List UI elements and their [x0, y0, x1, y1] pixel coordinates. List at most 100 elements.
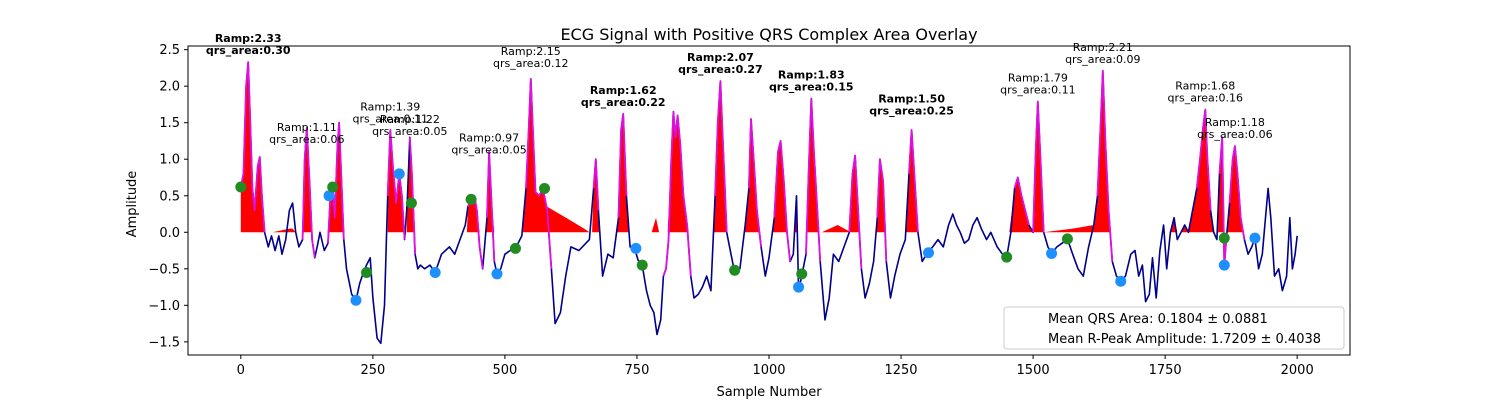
- qrs-segment-line: [773, 140, 791, 262]
- qrs-segment-line: [301, 126, 316, 258]
- qrs-onset-marker: [491, 268, 503, 280]
- qrs-offset-marker: [1001, 251, 1013, 263]
- peak-annotation: Ramp:1.68 qrs_area:0.16: [1168, 80, 1243, 105]
- peak-annotation: Ramp:1.79 qrs_area:0.11: [1000, 72, 1075, 97]
- qrs-segment-line: [876, 158, 888, 262]
- x-tick-label: 1750: [1149, 363, 1182, 378]
- x-tick-label: 500: [492, 363, 517, 378]
- qrs-segment-line: [386, 129, 406, 240]
- qrs-segment-line: [239, 61, 266, 233]
- x-tick-label: 1250: [884, 363, 917, 378]
- qrs-segment-line: [908, 129, 919, 233]
- qrs-offset-marker: [465, 193, 477, 205]
- qrs-area-fill: [1227, 146, 1243, 233]
- qrs-segment-line: [1013, 176, 1030, 226]
- qrs-onset-marker: [923, 247, 935, 259]
- qrs-onset-marker: [1115, 275, 1127, 287]
- qrs-area-fill: [876, 159, 886, 233]
- qrs-area-fill: [713, 81, 727, 233]
- qrs-segment-line: [1195, 108, 1212, 211]
- qrs-segment-line: [592, 158, 600, 211]
- qrs-area-fill: [772, 141, 787, 233]
- qrs-area-fill: [849, 155, 860, 233]
- qrs-offset-marker: [327, 181, 339, 193]
- qrs-segment-line: [525, 78, 553, 269]
- qrs-offset-marker: [509, 242, 521, 254]
- qrs-segment-line: [1228, 145, 1246, 240]
- legend-entry: Mean QRS Area: 0.1804 ± 0.0881: [1048, 312, 1268, 327]
- qrs-segment-line: [486, 151, 496, 262]
- qrs-onset-marker: [429, 266, 441, 278]
- qrs-onset-marker: [793, 281, 805, 293]
- peak-annotation: Ramp:1.62 qrs_area:0.22: [581, 84, 666, 109]
- qrs-onset-marker: [323, 190, 335, 202]
- legend: Mean QRS Area: 0.1804 ± 0.0881 Mean R-Pea…: [1003, 306, 1345, 350]
- qrs-offset-marker: [636, 259, 648, 271]
- peak-annotation: Ramp:1.22 qrs_area:0.05: [372, 113, 447, 138]
- peak-annotation: Ramp:1.50 qrs_area:0.25: [869, 93, 954, 118]
- qrs-area-fill: [651, 217, 660, 233]
- qrs-segment-line: [617, 113, 628, 218]
- peak-annotation: Ramp:2.33 qrs_area:0.30: [206, 32, 291, 57]
- peak-annotation: Ramp:2.07 qrs_area:0.27: [678, 51, 763, 76]
- qrs-offset-marker: [235, 181, 247, 193]
- x-axis-label: Sample Number: [716, 385, 822, 400]
- qrs-offset-marker: [361, 266, 373, 278]
- qrs-segment-line: [748, 118, 762, 248]
- y-tick-label: −1.0: [148, 299, 180, 314]
- y-axis-label: Amplitude: [125, 171, 140, 238]
- y-tick-label: 0.0: [159, 226, 180, 241]
- qrs-area-fill: [522, 78, 590, 233]
- y-tick-label: −0.5: [148, 262, 180, 277]
- y-tick-label: 2.5: [159, 43, 180, 58]
- qrs-segment-line: [805, 97, 822, 262]
- qrs-area-fill: [466, 195, 480, 233]
- qrs-segment-line: [1096, 69, 1114, 262]
- plot-area: Ramp:2.33 qrs_area:0.30 Ramp:1.11 qrs_area:…: [206, 32, 1298, 345]
- y-tick-label: 0.5: [159, 189, 180, 204]
- qrs-segment-line: [408, 137, 416, 255]
- x-tick-label: 2000: [1281, 363, 1314, 378]
- qrs-offset-marker: [539, 182, 551, 194]
- qrs-onset-marker: [1218, 259, 1230, 271]
- qrs-area-fill: [821, 225, 850, 233]
- qrs-onset-marker: [350, 294, 362, 306]
- qrs-area-fill: [240, 62, 296, 233]
- qrs-area-fill: [807, 98, 819, 233]
- x-tick-label: 1500: [1017, 363, 1050, 378]
- y-tick-label: 1.0: [159, 153, 180, 168]
- qrs-offset-marker: [1061, 233, 1073, 245]
- qrs-segment-line: [714, 80, 728, 233]
- peak-annotation: Ramp:2.21 qrs_area:0.09: [1065, 41, 1140, 66]
- peak-annotation: Ramp:1.11 qrs_area:0.06: [269, 121, 344, 146]
- legend-entry: Mean R-Peak Amplitude: 1.7209 ± 0.4038: [1048, 332, 1321, 347]
- peak-annotation: Ramp:0.97 qrs_area:0.05: [451, 131, 526, 156]
- qrs-onset-marker: [630, 242, 642, 254]
- chart-title: ECG Signal with Positive QRS Complex Are…: [560, 25, 977, 44]
- axes: 0 250 500 750 1000 1250 1500 1750 2000 −1.5 −1.0 −0…: [148, 43, 1351, 378]
- qrs-area-fill: [1033, 101, 1044, 233]
- qrs-onset-marker: [393, 168, 405, 180]
- y-tick-label: 1.5: [159, 116, 180, 131]
- x-tick-label: 0: [237, 363, 245, 378]
- qrs-segment-line: [1032, 100, 1045, 233]
- qrs-offset-marker: [405, 197, 417, 209]
- peak-annotation: Ramp:1.18 qrs_area:0.06: [1197, 116, 1272, 141]
- qrs-segment-line: [1218, 136, 1228, 266]
- qrs-onset-marker: [1046, 247, 1058, 259]
- peak-annotation: Ramp:2.15 qrs_area:0.12: [493, 45, 568, 70]
- x-tick-label: 750: [625, 363, 650, 378]
- peak-annotation: Ramp:1.83 qrs_area:0.15: [769, 69, 854, 94]
- y-tick-label: −1.5: [148, 335, 180, 350]
- qrs-segment-line: [662, 110, 692, 277]
- y-tick-label: 2.0: [159, 80, 180, 95]
- qrs-offset-marker: [796, 268, 808, 280]
- qrs-offset-marker: [1218, 232, 1230, 244]
- qrs-area-fill: [906, 130, 918, 233]
- qrs-area-fill: [616, 113, 629, 233]
- qrs-area-fill: [1043, 70, 1111, 233]
- x-tick-label: 250: [360, 363, 385, 378]
- qrs-onset-marker: [1249, 232, 1261, 244]
